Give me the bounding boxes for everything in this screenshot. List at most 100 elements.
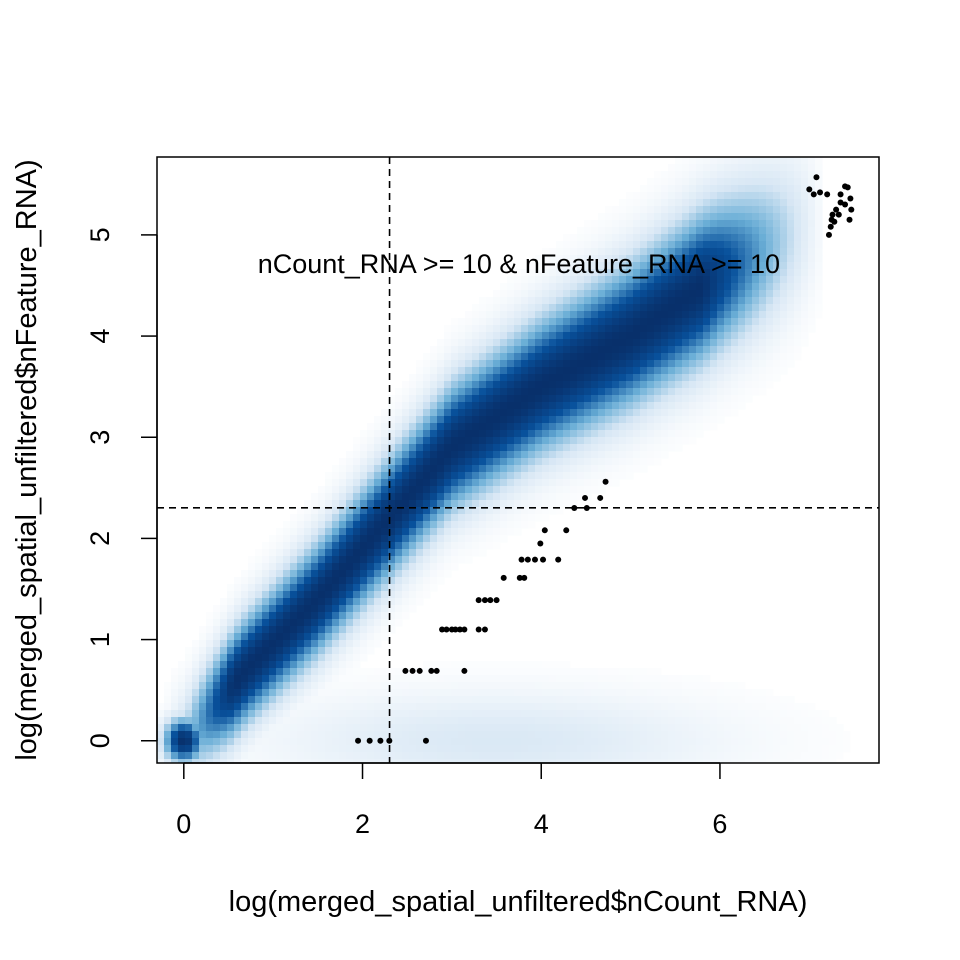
density-cell [598, 213, 606, 221]
density-cell [416, 731, 424, 739]
density-cell [332, 598, 340, 606]
density-cell [815, 199, 823, 207]
density-cell [633, 311, 641, 319]
density-cell [605, 752, 613, 760]
density-cell [479, 507, 487, 515]
density-cell [626, 731, 634, 739]
density-cell [507, 451, 515, 459]
density-cell [206, 752, 214, 760]
density-cell [276, 675, 284, 683]
density-cell [647, 227, 655, 235]
density-cell [654, 444, 662, 452]
scatter-point [481, 597, 488, 604]
density-cell [388, 619, 396, 627]
density-cell [745, 731, 753, 739]
density-cell [556, 675, 564, 683]
density-cell [500, 416, 508, 424]
density-cell [171, 710, 179, 718]
density-cell [360, 444, 368, 452]
density-cell [549, 465, 557, 473]
density-cell [766, 283, 774, 291]
density-cell [745, 255, 753, 263]
density-cell [696, 248, 704, 256]
density-cell [451, 346, 459, 354]
density-cell [381, 759, 389, 763]
density-cell [458, 381, 466, 389]
density-cell [507, 360, 515, 368]
density-cell [395, 416, 403, 424]
density-cell [528, 437, 536, 445]
density-cell [626, 416, 634, 424]
density-cell [444, 486, 452, 494]
density-cell [668, 689, 676, 697]
density-cell [374, 724, 382, 732]
density-cell [213, 605, 221, 613]
density-cell [472, 311, 480, 319]
density-cell [353, 731, 361, 739]
density-cell [710, 276, 718, 284]
density-cell [339, 556, 347, 564]
density-cell [283, 738, 291, 746]
density-cell [213, 696, 221, 704]
density-cell [773, 752, 781, 760]
density-cell [703, 283, 711, 291]
density-cell [535, 745, 543, 753]
density-cell [353, 521, 361, 529]
density-cell [213, 675, 221, 683]
density-cell [738, 710, 746, 718]
density-cell [535, 500, 543, 508]
density-cell [227, 584, 235, 592]
density-cell [696, 262, 704, 270]
density-cell [500, 661, 508, 669]
density-cell [675, 423, 683, 431]
density-cell [584, 759, 592, 763]
density-cell [346, 535, 354, 543]
density-cell [493, 381, 501, 389]
density-cell [731, 332, 739, 340]
density-cell [346, 577, 354, 585]
density-cell [458, 402, 466, 410]
density-cell [395, 724, 403, 732]
density-cell [458, 332, 466, 340]
density-cell [675, 192, 683, 200]
density-cell [647, 304, 655, 312]
density-cell [773, 759, 781, 763]
density-cell [584, 255, 592, 263]
density-cell [577, 262, 585, 270]
density-cell [654, 402, 662, 410]
density-cell [626, 290, 634, 298]
density-cell [458, 675, 466, 683]
density-cell [535, 472, 543, 480]
density-cell [563, 759, 571, 763]
density-cell [745, 276, 753, 284]
density-cell [710, 325, 718, 333]
density-cell [752, 171, 760, 179]
density-cell [206, 731, 214, 739]
density-cell [577, 325, 585, 333]
density-cell [437, 472, 445, 480]
density-cell [542, 360, 550, 368]
density-cell [745, 157, 753, 165]
density-cell [654, 248, 662, 256]
density-cell [570, 465, 578, 473]
density-cell [752, 227, 760, 235]
density-cell [654, 178, 662, 186]
density-cell [584, 283, 592, 291]
density-cell [815, 283, 823, 291]
density-cell [689, 325, 697, 333]
density-cell [437, 703, 445, 711]
density-cell [710, 157, 718, 165]
density-cell [171, 717, 179, 725]
density-cell [591, 395, 599, 403]
density-cell [409, 752, 417, 760]
density-cell [647, 703, 655, 711]
density-cell [542, 255, 550, 263]
density-cell [388, 423, 396, 431]
density-cell [654, 192, 662, 200]
density-cell [479, 346, 487, 354]
density-cell [521, 381, 529, 389]
density-cell [577, 353, 585, 361]
density-cell [640, 325, 648, 333]
density-cell [486, 479, 494, 487]
density-cell [794, 276, 802, 284]
